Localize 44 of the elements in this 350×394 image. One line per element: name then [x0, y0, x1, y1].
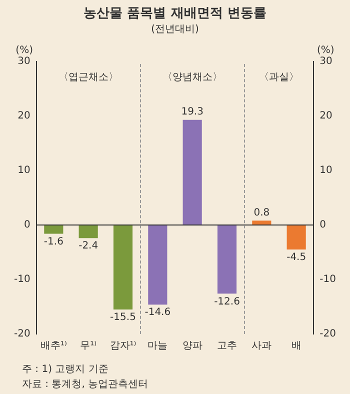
x-tick-label: 양파 — [182, 340, 202, 352]
y2-axis-title: (%) — [317, 45, 334, 56]
data-label: -12.6 — [214, 296, 240, 308]
data-label: -1.6 — [44, 236, 64, 248]
bar — [148, 225, 168, 305]
y-tick-label: -20 — [14, 328, 30, 340]
bar — [113, 225, 133, 310]
x-tick-label: 배추¹⁾ — [40, 340, 67, 352]
x-tick-label: 배 — [291, 340, 302, 352]
bar — [182, 120, 202, 226]
y2-tick-label: -10 — [320, 274, 336, 286]
y-tick-label: 10 — [18, 165, 30, 176]
annotation: 〈과실〉 — [259, 72, 299, 84]
y2-tick-label: 0 — [320, 220, 326, 231]
chart-subtitle: (전년대비) — [151, 24, 199, 36]
data-label: -2.4 — [78, 240, 98, 252]
bar — [286, 225, 306, 250]
y-tick-label: 30 — [18, 56, 30, 68]
data-label: 0.8 — [254, 207, 270, 218]
text: 자료 : 통계청, 농업관측센터 — [22, 379, 148, 390]
bar — [44, 225, 64, 234]
data-label: -15.5 — [110, 312, 136, 324]
x-tick-label: 마늘 — [148, 340, 168, 352]
x-tick-label: 사과 — [252, 340, 272, 352]
annotation: 〈양념채소〉 — [162, 72, 222, 84]
text: 주 : 1) 고랭지 기준 — [22, 364, 108, 375]
data-label: 19.3 — [181, 106, 204, 118]
x-tick-label: 감자¹⁾ — [110, 340, 136, 352]
chart-title: 농산물 품목별 재배면적 변동률 — [84, 6, 266, 22]
bar — [78, 225, 98, 238]
y2-tick-label: 10 — [320, 165, 332, 176]
y-tick-label: 20 — [18, 110, 30, 122]
x-tick-label: 무¹⁾ — [80, 340, 97, 352]
y-axis-title: (%) — [16, 45, 34, 56]
y-tick-label: -10 — [14, 274, 30, 286]
data-label: -4.5 — [286, 252, 306, 264]
y2-tick-label: -20 — [320, 328, 336, 340]
annotation: 〈엽근채소〉 — [58, 72, 118, 84]
x-tick-label: 고추 — [217, 340, 237, 352]
data-label: -14.6 — [144, 307, 171, 318]
y2-tick-label: 20 — [320, 110, 332, 122]
bar — [217, 225, 237, 294]
y2-tick-label: 30 — [320, 56, 332, 68]
y-tick-label: 0 — [24, 220, 30, 231]
